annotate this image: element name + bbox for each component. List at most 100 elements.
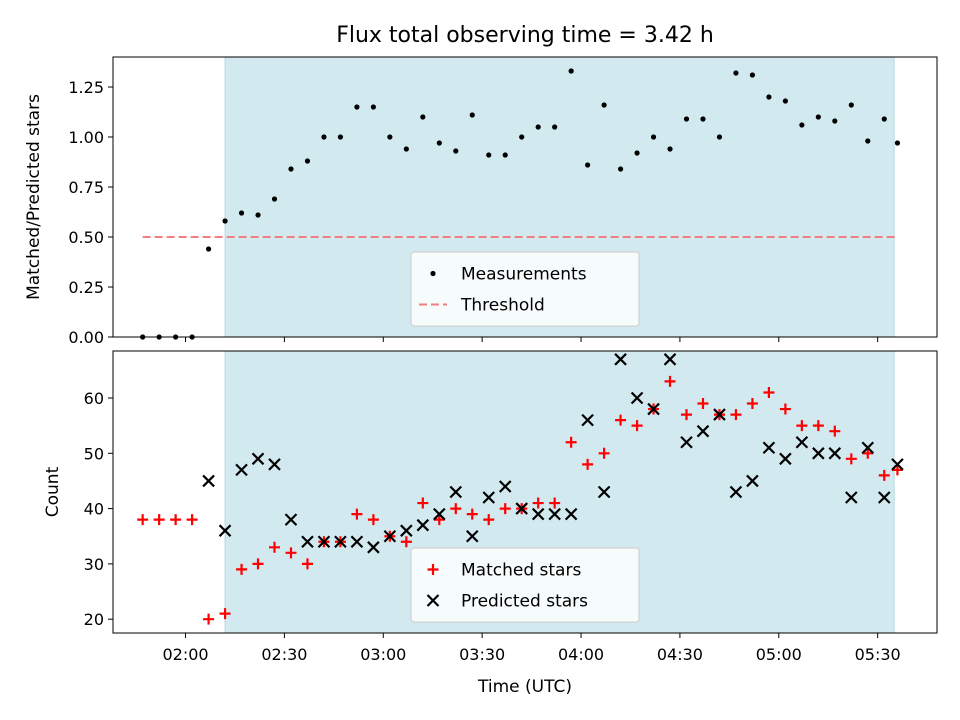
data-point — [202, 474, 215, 488]
data-point — [519, 134, 525, 140]
data-point — [219, 608, 231, 620]
data-point — [548, 507, 561, 521]
bottom-panel: 20 30 40 50 60 02:00 02:30 03:00 03:30 04:00 04:30… — [43, 350, 938, 664]
y-tick-label: 1.00 — [68, 128, 104, 147]
data-point — [894, 140, 901, 146]
data-point — [222, 218, 228, 224]
y-axis-label: Matched/Predicted stars — [24, 94, 44, 300]
data-point — [861, 441, 875, 455]
data-point — [284, 513, 298, 526]
data-point — [252, 558, 264, 570]
series-plus — [137, 375, 903, 625]
data-point — [815, 114, 821, 120]
data-point — [304, 158, 311, 164]
data-point — [535, 124, 541, 130]
data-point — [268, 458, 281, 471]
data-point — [236, 563, 248, 575]
data-point — [891, 458, 904, 471]
data-point — [301, 558, 313, 570]
data-point — [334, 535, 347, 549]
data-point — [354, 104, 360, 110]
data-point — [235, 463, 248, 477]
data-point — [713, 408, 726, 421]
legend: Matched stars Predicted stars — [410, 547, 640, 623]
data-point — [367, 514, 379, 526]
data-point — [321, 134, 327, 140]
data-point — [779, 403, 791, 415]
data-point — [137, 514, 149, 526]
data-point — [845, 491, 858, 504]
data-point — [766, 94, 772, 100]
data-point — [337, 134, 344, 140]
data-point — [891, 464, 903, 476]
data-point — [812, 420, 824, 432]
data-point — [782, 98, 788, 104]
y-tick-label: 0.50 — [68, 228, 104, 247]
data-point — [565, 436, 577, 448]
y-axis-label: Count — [43, 466, 63, 517]
data-point — [400, 524, 413, 537]
data-point — [383, 529, 397, 543]
x-tick-label: 04:00 — [558, 645, 604, 664]
data-point — [251, 452, 265, 466]
data-point — [845, 453, 857, 465]
x-tick-label: 05:00 — [756, 645, 802, 664]
data-point — [568, 68, 574, 74]
data-point — [186, 514, 198, 526]
data-point — [848, 102, 854, 108]
data-point — [647, 402, 660, 416]
y-tick-label: 0.00 — [68, 328, 104, 347]
data-point — [499, 503, 511, 515]
legend-label: Predicted stars — [461, 592, 588, 612]
data-point — [667, 146, 673, 152]
data-point — [271, 196, 278, 202]
data-point — [746, 474, 759, 488]
data-point — [634, 150, 640, 156]
legend-label: Matched stars — [461, 561, 581, 581]
data-point — [829, 425, 841, 437]
legend-swatch — [427, 564, 439, 575]
data-point — [466, 508, 478, 520]
data-point — [350, 535, 364, 549]
data-point — [417, 497, 429, 509]
data-point — [449, 485, 463, 499]
data-point — [617, 166, 624, 172]
data-point — [238, 210, 245, 216]
y-tick-label: 40 — [84, 500, 104, 519]
x-tick-label: 03:00 — [360, 645, 406, 664]
data-point — [203, 613, 215, 625]
x-tick-label: 03:30 — [459, 645, 505, 664]
data-point — [762, 441, 776, 455]
data-point — [614, 353, 627, 366]
data-point — [515, 502, 528, 515]
y-tick-label: 1.25 — [68, 78, 104, 97]
top-panel: 0.00 0.25 0.50 0.75 1.00 1.25 Matched/Predicte… — [24, 56, 938, 347]
data-point — [486, 152, 492, 158]
data-point — [733, 70, 739, 76]
data-point — [601, 102, 607, 108]
data-point — [865, 138, 871, 144]
data-point — [681, 409, 693, 421]
data-point — [483, 514, 495, 526]
data-point — [696, 424, 710, 438]
data-point — [482, 491, 496, 504]
y-tick-label: 60 — [84, 389, 104, 408]
data-point — [630, 391, 644, 405]
data-point — [436, 140, 442, 146]
legend: Measurements Threshold — [410, 251, 640, 327]
data-point — [763, 386, 775, 398]
data-point — [170, 514, 182, 526]
data-point — [663, 353, 677, 366]
data-point — [862, 447, 874, 459]
data-point — [749, 72, 756, 78]
data-point — [680, 435, 693, 449]
data-point — [255, 212, 261, 218]
data-point — [317, 535, 331, 549]
data-point — [664, 375, 676, 387]
legend-label: Threshold — [460, 296, 545, 316]
data-point — [532, 497, 544, 509]
data-point — [779, 452, 792, 466]
data-point — [433, 514, 445, 526]
data-point — [631, 420, 643, 432]
